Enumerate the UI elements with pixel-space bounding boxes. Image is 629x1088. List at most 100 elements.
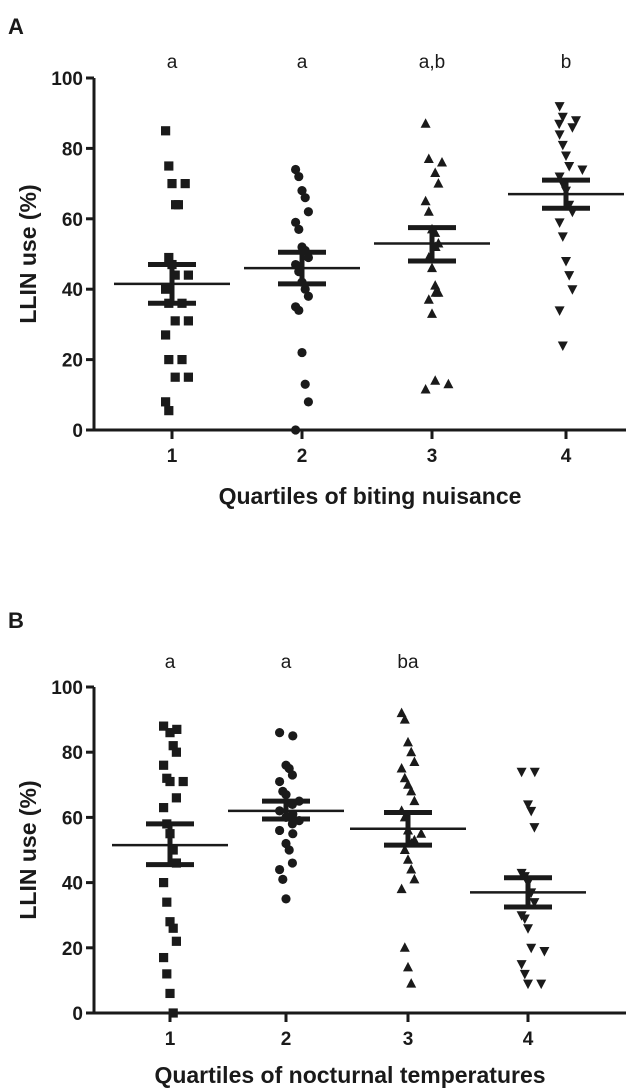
data-point	[571, 116, 581, 126]
data-point	[288, 829, 298, 839]
data-point	[164, 161, 174, 171]
x-tick-label: 1	[167, 446, 178, 467]
x-tick-label: 3	[403, 1029, 414, 1050]
data-point	[303, 397, 313, 407]
data-point	[171, 200, 181, 210]
data-point	[167, 179, 177, 189]
data-point	[523, 979, 533, 990]
data-point	[165, 988, 175, 999]
data-point	[297, 186, 307, 196]
y-tick-label: 20	[62, 939, 83, 960]
data-point	[170, 316, 180, 326]
data-point	[399, 844, 410, 854]
data-point	[165, 776, 175, 787]
data-point	[409, 756, 420, 766]
data-point	[288, 731, 298, 741]
data-point	[427, 308, 437, 318]
data-point	[177, 355, 187, 365]
data-point	[171, 936, 181, 946]
data-point	[406, 746, 417, 757]
x-tick-label: 4	[523, 1029, 534, 1050]
data-point	[303, 252, 313, 263]
data-point	[557, 140, 568, 151]
data-point	[557, 232, 568, 242]
data-point	[396, 707, 407, 718]
data-point	[278, 874, 288, 884]
data-point	[554, 130, 565, 140]
series-group-4	[508, 102, 624, 352]
group-letter: a	[165, 652, 176, 673]
data-point	[297, 347, 307, 358]
y-tick-label: 40	[62, 874, 83, 895]
data-point	[287, 858, 297, 868]
group-letter: ba	[397, 652, 419, 673]
data-point	[430, 287, 441, 297]
data-point	[529, 898, 540, 908]
data-point	[523, 924, 533, 934]
data-point	[275, 864, 285, 875]
data-point	[291, 164, 301, 175]
x-tick-label: 3	[427, 446, 438, 467]
data-point	[165, 917, 175, 927]
data-point	[567, 123, 578, 133]
data-point	[427, 262, 437, 273]
data-point	[557, 112, 568, 123]
panel-letter: A	[8, 14, 24, 39]
data-point	[423, 294, 434, 304]
data-point	[423, 206, 434, 216]
data-point	[281, 894, 291, 904]
data-point	[165, 728, 175, 738]
data-point	[291, 217, 301, 227]
data-point	[183, 372, 193, 382]
data-point	[406, 785, 417, 796]
data-point	[159, 803, 169, 813]
group-letter: a	[167, 52, 178, 73]
group-letter: b	[561, 52, 572, 73]
data-point	[303, 291, 313, 301]
data-point	[554, 218, 565, 228]
y-tick-label: 80	[62, 743, 83, 764]
data-point	[159, 952, 169, 963]
data-point	[294, 224, 304, 234]
x-tick-label: 2	[297, 446, 308, 467]
data-point	[300, 193, 310, 203]
data-point	[170, 372, 180, 382]
data-point	[275, 825, 285, 836]
data-point	[561, 257, 571, 267]
data-point	[291, 425, 301, 435]
data-point	[396, 763, 407, 773]
data-point	[168, 741, 178, 751]
data-point	[430, 280, 441, 290]
panel-a: A 0 20 40 60 80 100 LLIN use (%) Quartiles of bi…	[8, 14, 626, 509]
data-point	[284, 845, 294, 855]
y-tick-label: 20	[62, 351, 83, 372]
y-tick-label: 80	[62, 139, 83, 160]
data-point	[406, 978, 417, 988]
data-point	[168, 923, 178, 933]
data-point	[443, 378, 454, 389]
data-point	[171, 793, 181, 803]
data-point	[420, 195, 431, 206]
data-point	[159, 721, 169, 731]
data-point	[164, 406, 174, 416]
data-point	[396, 883, 407, 894]
x-tick-label: 2	[281, 1029, 292, 1050]
data-point	[281, 789, 291, 800]
data-point	[300, 284, 310, 294]
data-point	[516, 960, 527, 970]
data-point	[403, 854, 413, 864]
data-point	[519, 914, 530, 924]
data-point	[423, 153, 434, 163]
data-point	[164, 355, 174, 365]
data-point	[577, 165, 588, 176]
data-point	[164, 252, 174, 263]
y-tick-label: 40	[62, 280, 83, 301]
panel-letter: B	[8, 608, 24, 633]
data-point	[178, 776, 188, 787]
y-axis-title: LLIN use (%)	[15, 184, 41, 323]
y-tick-label: 100	[51, 678, 83, 699]
data-point	[183, 316, 193, 326]
data-point	[420, 384, 431, 394]
data-point	[159, 878, 169, 888]
series-group-1	[114, 126, 230, 416]
